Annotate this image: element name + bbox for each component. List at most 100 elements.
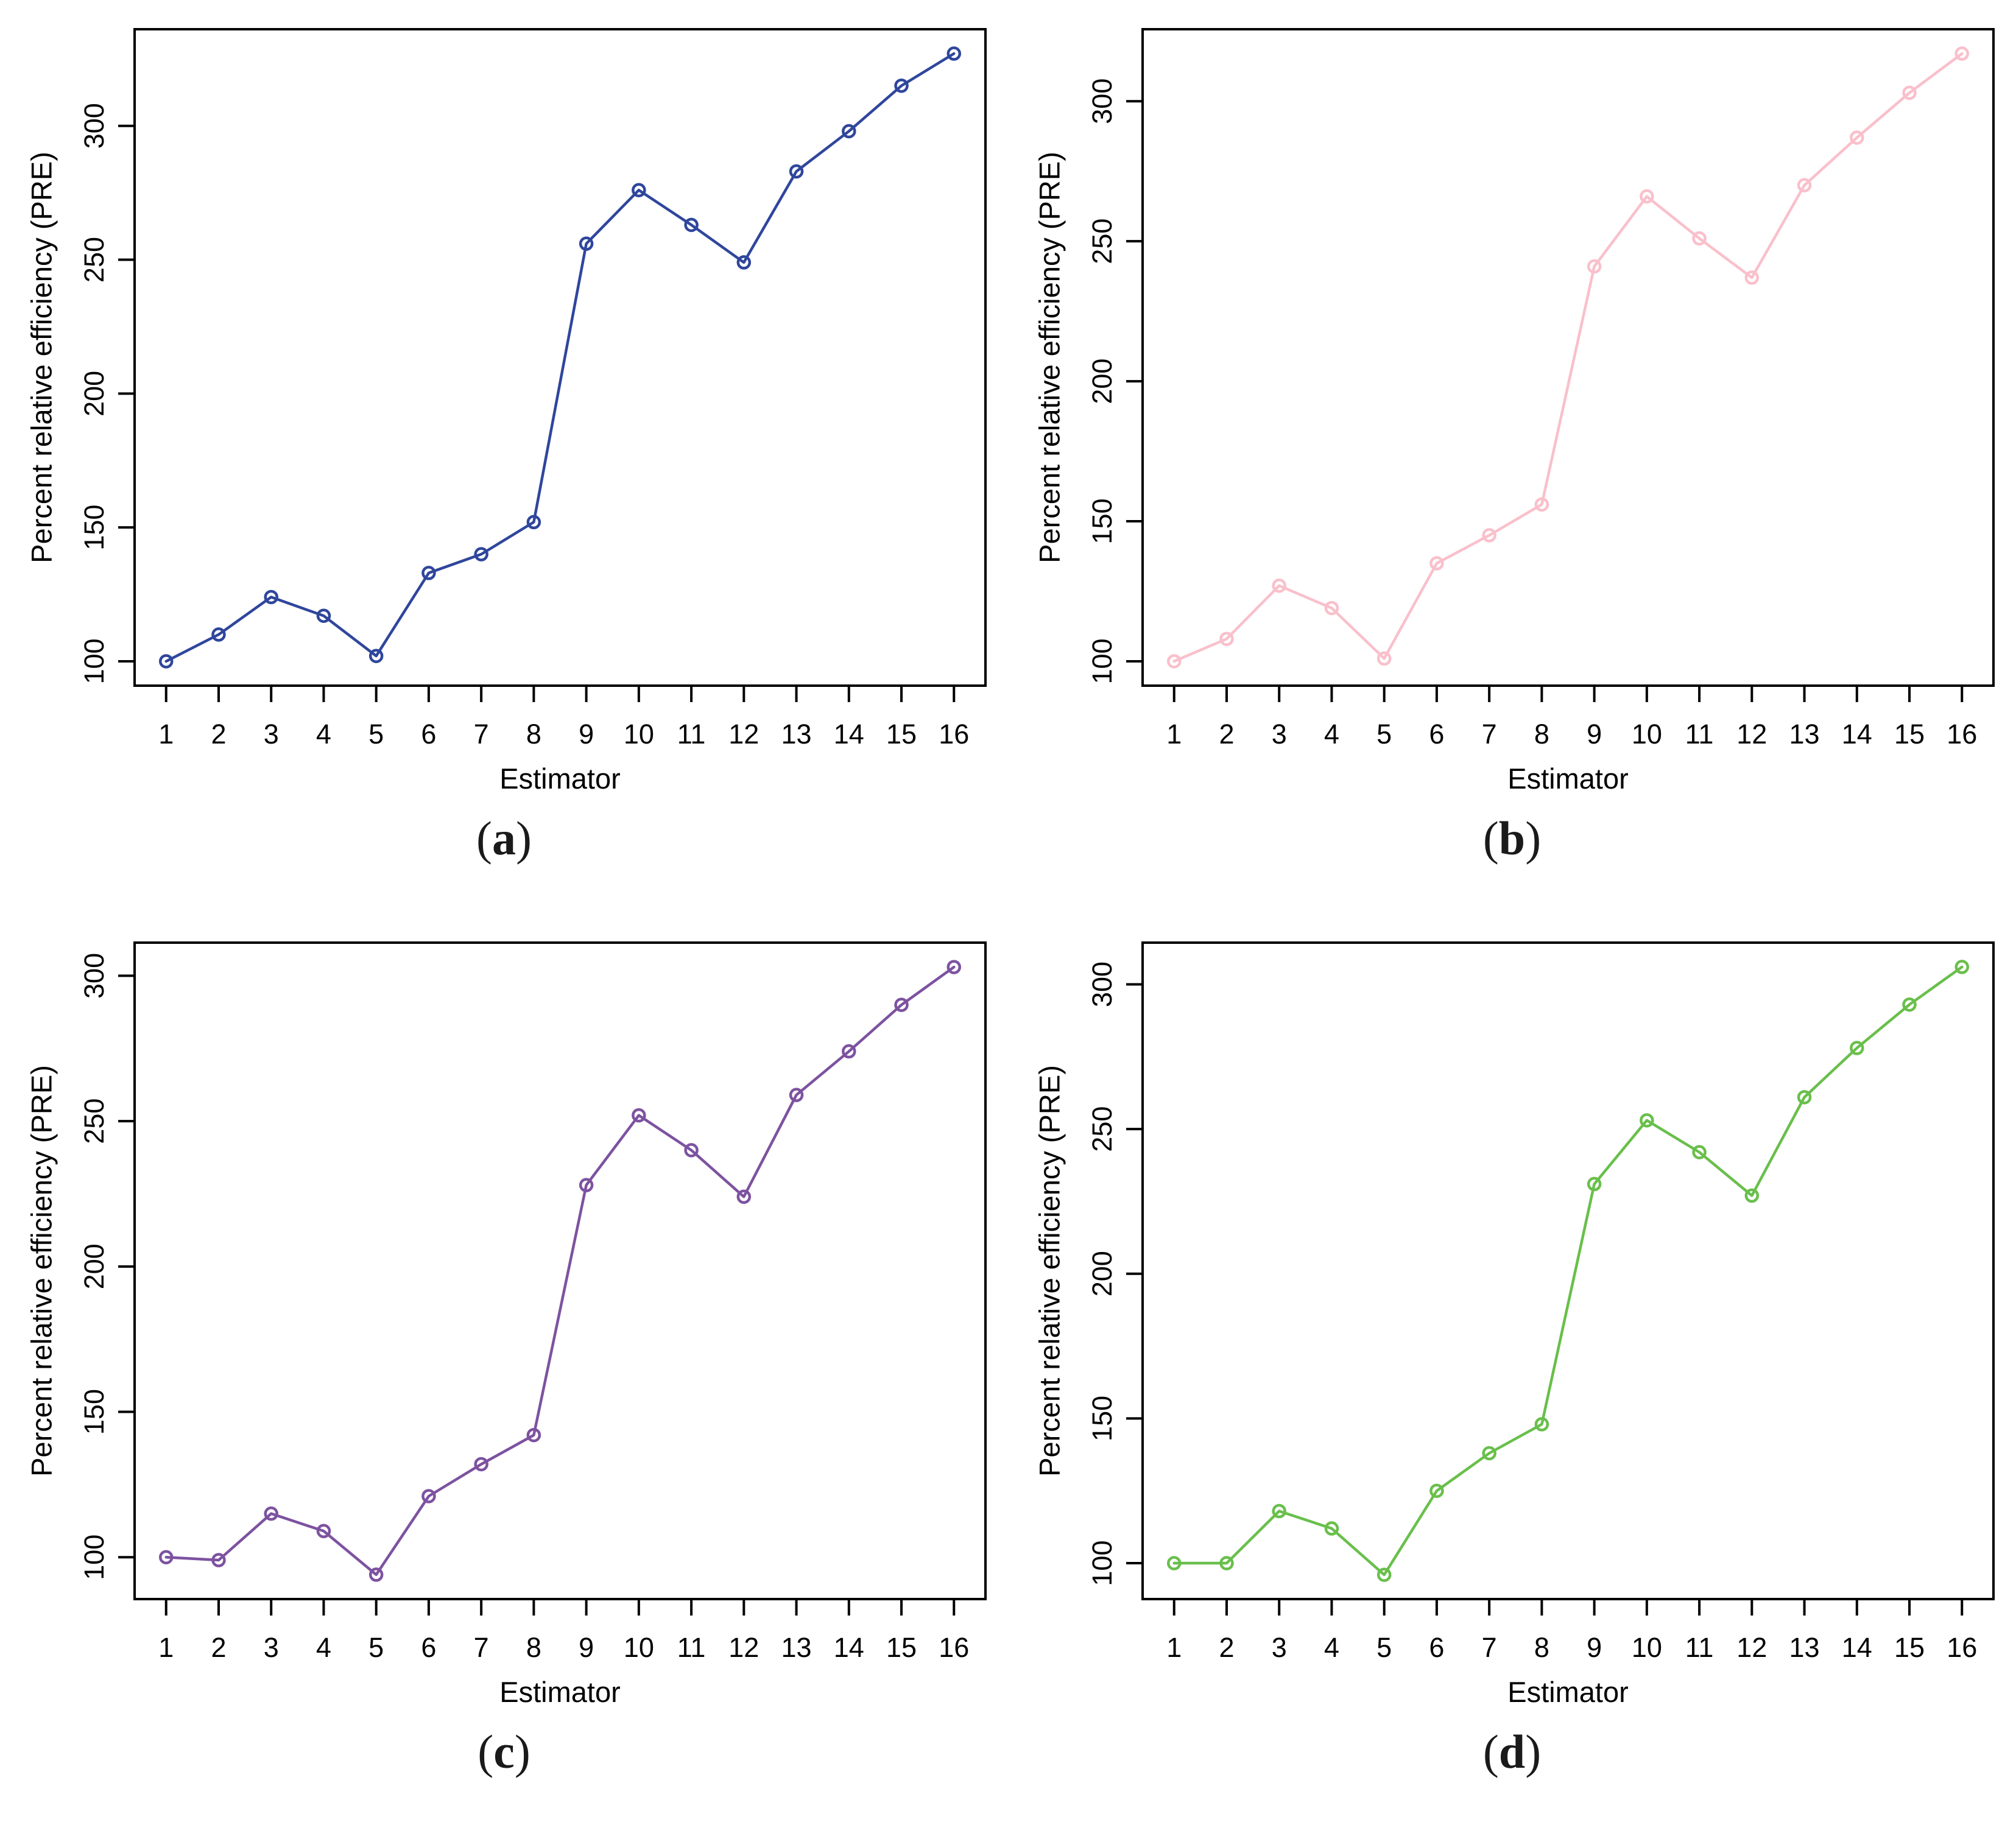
x-tick-label: 1 <box>1166 1632 1182 1663</box>
x-tick-label: 9 <box>579 1632 594 1663</box>
data-point-marker <box>946 960 962 974</box>
y-axis-title: Percent relative efficiency (PRE) <box>1033 152 1065 563</box>
y-tick-label: 100 <box>1087 638 1118 684</box>
x-tick-label: 15 <box>1894 719 1925 750</box>
plot-box <box>1141 28 1995 687</box>
caption-close-paren: ) <box>1525 1725 1542 1778</box>
series-line <box>164 52 956 663</box>
data-point-marker <box>1324 1521 1339 1536</box>
x-tick-label: 8 <box>526 719 541 750</box>
data-point-marker <box>1640 1113 1654 1128</box>
y-tick-label: 200 <box>79 1243 110 1289</box>
x-axis-title: Estimator <box>499 1676 621 1708</box>
chart-panel-b: 100 150 200 250 300 1 2 3 4 5 6 7 8 9 10 11 12 13 14 15 16 Es… <box>1008 0 2016 912</box>
x-tick-label: 11 <box>1685 1632 1714 1663</box>
x-tick-label: 14 <box>1842 719 1872 750</box>
y-tick-label: 100 <box>1087 1541 1118 1586</box>
x-tick-label: 16 <box>1947 719 1977 750</box>
data-point-marker <box>368 649 384 663</box>
x-tick-label: 16 <box>939 1632 969 1663</box>
x-tick-label: 4 <box>316 719 331 750</box>
x-tick-label: 2 <box>211 1632 226 1663</box>
x-tick-label: 10 <box>624 719 654 750</box>
x-tick-label: 11 <box>677 1632 706 1663</box>
x-tick-label: 9 <box>1587 1632 1602 1663</box>
series-markers <box>158 46 962 669</box>
y-axis: 100 150 200 250 300 <box>79 953 135 1580</box>
data-point-marker <box>1534 497 1549 512</box>
caption-close-paren: ) <box>516 812 532 865</box>
data-point-marker <box>1534 1417 1549 1432</box>
data-point-marker <box>474 547 488 561</box>
data-point-marker <box>789 164 804 179</box>
y-tick-label: 250 <box>1087 1106 1118 1152</box>
y-tick-label: 300 <box>1087 79 1118 124</box>
x-tick-label: 2 <box>1219 1632 1234 1663</box>
data-point-marker <box>1640 189 1654 204</box>
data-point-marker <box>1850 130 1864 145</box>
x-tick-label: 10 <box>624 1632 654 1663</box>
chart-a-caption: (a) <box>0 815 1008 862</box>
y-tick-label: 150 <box>1087 498 1118 544</box>
data-point-marker <box>1744 1188 1760 1203</box>
x-tick-label: 3 <box>264 1632 279 1663</box>
data-point-marker <box>1324 600 1339 616</box>
data-point-marker <box>264 589 278 605</box>
data-point-marker <box>789 1088 804 1102</box>
data-point-marker <box>526 515 541 530</box>
y-tick-label: 100 <box>79 638 110 684</box>
data-point-marker <box>1219 631 1234 646</box>
chart-d-caption: (d) <box>1008 1728 2016 1776</box>
x-tick-label: 9 <box>1587 719 1602 750</box>
data-point-marker <box>736 255 752 270</box>
y-tick-label: 150 <box>79 1389 110 1435</box>
x-tick-label: 6 <box>421 1632 436 1663</box>
x-tick-label: 15 <box>1894 1632 1925 1663</box>
y-axis: 100 150 200 250 300 <box>1087 962 1143 1586</box>
caption-letter: b <box>1498 812 1526 865</box>
y-axis-title: Percent relative efficiency (PRE) <box>25 1065 57 1477</box>
caption-open-paren: ( <box>478 1725 494 1778</box>
data-point-marker <box>316 608 331 624</box>
x-tick-label: 1 <box>158 719 174 750</box>
series-markers <box>158 960 962 1582</box>
data-point-marker <box>1429 556 1444 571</box>
x-tick-label: 4 <box>1324 1632 1339 1663</box>
series-markers <box>1166 960 1970 1582</box>
chart-b-caption: (b) <box>1008 815 2016 862</box>
x-tick-label: 12 <box>1736 719 1767 750</box>
x-axis: 1 2 3 4 5 6 7 8 9 10 11 12 13 14 15 16 <box>158 686 969 750</box>
y-tick-label: 250 <box>1087 219 1118 264</box>
data-point-marker <box>946 46 962 61</box>
data-point-marker <box>1797 178 1812 192</box>
x-axis-title: Estimator <box>1507 1676 1629 1708</box>
x-tick-label: 6 <box>1429 719 1444 750</box>
caption-open-paren: ( <box>1482 1725 1499 1778</box>
data-point-marker <box>1744 270 1760 285</box>
data-point-marker <box>1692 231 1707 246</box>
y-axis-title: Percent relative efficiency (PRE) <box>1033 1065 1065 1477</box>
x-tick-label: 2 <box>1219 719 1234 750</box>
data-point-marker <box>368 1567 384 1582</box>
x-tick-label: 1 <box>158 1632 174 1663</box>
caption-letter: c <box>493 1725 515 1778</box>
x-tick-label: 4 <box>316 1632 331 1663</box>
x-axis-title: Estimator <box>1507 762 1629 795</box>
x-tick-label: 12 <box>728 1632 759 1663</box>
plot-box <box>133 28 987 687</box>
x-axis: 1 2 3 4 5 6 7 8 9 10 11 12 13 14 15 16 <box>158 1599 969 1663</box>
x-tick-label: 16 <box>939 719 969 750</box>
y-tick-label: 250 <box>79 237 110 283</box>
data-point-marker <box>1954 46 1970 61</box>
x-tick-label: 5 <box>368 719 384 750</box>
x-tick-label: 10 <box>1632 1632 1662 1663</box>
data-point-marker <box>1850 1041 1864 1055</box>
x-tick-label: 7 <box>474 1632 489 1663</box>
x-axis: 1 2 3 4 5 6 7 8 9 10 11 12 13 14 15 16 <box>1166 1599 1977 1663</box>
x-tick-label: 14 <box>1842 1632 1872 1663</box>
data-point-marker <box>736 1189 752 1204</box>
y-axis: 100 150 200 250 300 <box>79 103 135 684</box>
